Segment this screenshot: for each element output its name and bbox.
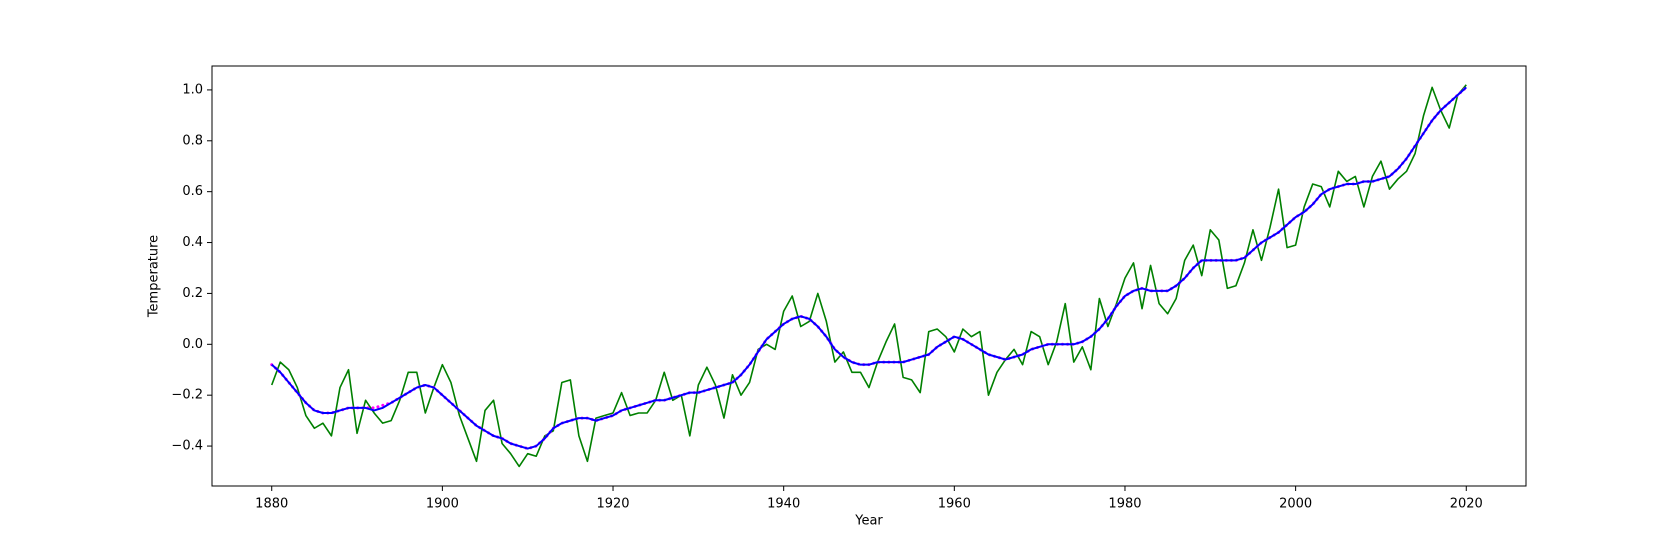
series-line (271, 86, 1467, 450)
x-tick-label: 1940 (767, 497, 800, 512)
y-tick-label: −0.2 (171, 388, 203, 403)
y-axis-label: Temperature (147, 235, 162, 318)
x-tick-label: 2020 (1450, 497, 1483, 512)
x-tick-label: 1980 (1108, 497, 1141, 512)
y-tick-label: 0.6 (182, 184, 203, 199)
plot-frame (211, 65, 1527, 487)
series-line (270, 85, 1468, 451)
y-tick-label: 0.2 (182, 286, 203, 301)
y-tick-label: 0.0 (182, 337, 203, 352)
y-tick-label: 1.0 (182, 82, 203, 97)
y-tick-label: 0.4 (182, 235, 203, 250)
x-tick-label: 1920 (596, 497, 629, 512)
x-tick-label: 1880 (255, 497, 288, 512)
y-tick-label: −0.4 (171, 439, 203, 454)
x-tick-label: 1900 (426, 497, 459, 512)
x-tick-label: 2000 (1279, 497, 1312, 512)
x-axis-label: Year (854, 514, 883, 529)
series-line (270, 84, 1467, 468)
y-tick-label: 0.8 (182, 133, 203, 148)
x-tick-label: 1960 (938, 497, 971, 512)
